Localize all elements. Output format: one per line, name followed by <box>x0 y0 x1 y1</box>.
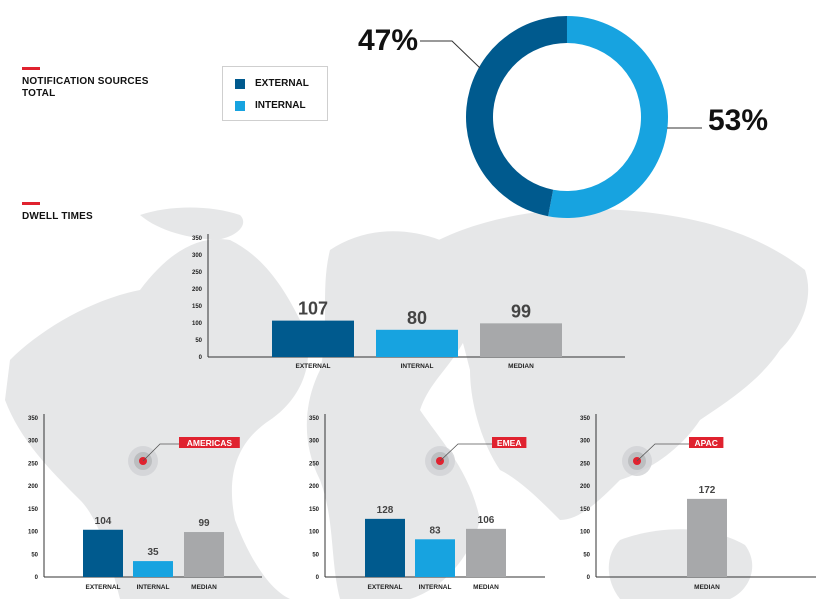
total-value-label-internal: 80 <box>407 308 427 328</box>
americas-region-tag <box>179 437 240 448</box>
accent-bar <box>22 202 40 205</box>
emea-bar-internal <box>415 539 455 577</box>
apac-y-tick-label: 150 <box>580 507 591 513</box>
total-value-label-median: 99 <box>511 301 531 321</box>
total-y-tick-label: 100 <box>192 321 203 327</box>
emea-y-tick-label: 100 <box>309 530 320 536</box>
total-bar-internal <box>376 329 458 357</box>
legend-item-external: EXTERNAL <box>235 78 309 89</box>
apac-category-label-median: MEDIAN <box>694 584 720 591</box>
americas-category-label-median: MEDIAN <box>191 584 217 591</box>
apac-y-tick-label: 350 <box>580 416 591 422</box>
total-category-label-internal: INTERNAL <box>401 363 434 370</box>
legend-label-internal: INTERNAL <box>255 100 306 111</box>
apac-marker-leader <box>636 443 689 462</box>
donut-slice-internal <box>548 16 668 218</box>
emea-y-tick-label: 350 <box>309 416 320 422</box>
americas-marker-leader <box>142 443 179 462</box>
emea-y-tick-label: 200 <box>309 484 320 490</box>
total-y-tick-label: 250 <box>192 270 203 276</box>
americas-bar-median <box>184 532 224 577</box>
americas-category-label-internal: INTERNAL <box>137 584 170 591</box>
americas-y-tick-label: 300 <box>28 439 39 445</box>
americas-bar-external <box>83 529 123 577</box>
emea-y-tick-label: 300 <box>309 439 320 445</box>
legend-label-external: EXTERNAL <box>255 78 309 89</box>
total-y-tick-label: 300 <box>192 253 203 259</box>
dwell-times-heading: DWELL TIMES <box>22 202 93 223</box>
apac-y-tick-label: 250 <box>580 461 591 467</box>
dwell-times-title: DWELL TIMES <box>22 211 93 222</box>
americas-bar-internal <box>133 561 173 577</box>
total-y-tick-label: 350 <box>192 236 203 242</box>
legend-swatch-external <box>235 78 245 89</box>
emea-region-tag <box>492 437 527 448</box>
emea-value-label-external: 128 <box>377 505 394 516</box>
americas-value-label-internal: 35 <box>147 547 159 558</box>
total-y-tick-label: 0 <box>199 355 203 361</box>
apac-y-tick-label: 200 <box>580 484 591 490</box>
apac-y-tick-label: 50 <box>583 552 590 558</box>
americas-region-label: AMERICAS <box>187 438 233 448</box>
americas-y-tick-label: 50 <box>31 552 38 558</box>
americas-value-label-external: 104 <box>95 516 112 527</box>
total-bar-external <box>272 320 354 357</box>
emea-bar-external <box>365 518 405 577</box>
emea-y-tick-label: 250 <box>309 461 320 467</box>
emea-value-label-median: 106 <box>478 515 495 526</box>
apac-region-tag <box>689 437 724 448</box>
donut-label-external: 47% <box>358 24 418 57</box>
emea-bar-median <box>466 528 506 577</box>
americas-y-tick-label: 250 <box>28 461 39 467</box>
legend-item-internal: INTERNAL <box>235 100 306 111</box>
total-category-label-median: MEDIAN <box>508 363 534 370</box>
donut-slice-external <box>465 16 567 217</box>
americas-y-tick-label: 0 <box>35 575 39 581</box>
apac-region-label: APAC <box>694 438 717 448</box>
emea-category-label-external: EXTERNAL <box>367 584 402 591</box>
apac-y-tick-label: 0 <box>587 575 591 581</box>
notification-sources-subtitle: TOTAL <box>22 88 56 99</box>
americas-y-tick-label: 350 <box>28 416 39 422</box>
total-y-tick-label: 150 <box>192 304 203 310</box>
donut-leader-external <box>420 40 481 69</box>
emea-y-tick-label: 0 <box>316 575 320 581</box>
apac-value-label-median: 172 <box>699 485 716 496</box>
total-category-label-external: EXTERNAL <box>295 363 330 370</box>
americas-y-tick-label: 150 <box>28 507 39 513</box>
apac-bar-median <box>687 498 727 577</box>
americas-y-tick-label: 100 <box>28 530 39 536</box>
emea-value-label-internal: 83 <box>429 525 441 536</box>
legend-swatch-internal <box>235 100 245 111</box>
total-y-tick-label: 50 <box>195 338 202 344</box>
emea-region-label: EMEA <box>497 438 522 448</box>
emea-y-tick-label: 50 <box>312 552 319 558</box>
emea-marker-leader <box>439 443 492 462</box>
emea-category-label-median: MEDIAN <box>473 584 499 591</box>
total-y-tick-label: 200 <box>192 287 203 293</box>
americas-category-label-external: EXTERNAL <box>85 584 120 591</box>
notification-sources-heading: NOTIFICATION SOURCES TOTAL <box>22 67 149 100</box>
emea-category-label-internal: INTERNAL <box>419 584 452 591</box>
americas-value-label-median: 99 <box>198 518 210 529</box>
accent-bar <box>22 67 40 70</box>
total-value-label-external: 107 <box>298 299 328 319</box>
donut-label-internal: 53% <box>708 104 768 137</box>
notification-sources-title: NOTIFICATION SOURCES <box>22 76 149 87</box>
emea-y-tick-label: 150 <box>309 507 320 513</box>
legend: EXTERNAL INTERNAL <box>222 66 328 121</box>
total-bar-median <box>480 323 562 357</box>
americas-y-tick-label: 200 <box>28 484 39 490</box>
apac-y-tick-label: 100 <box>580 530 591 536</box>
apac-y-tick-label: 300 <box>580 439 591 445</box>
